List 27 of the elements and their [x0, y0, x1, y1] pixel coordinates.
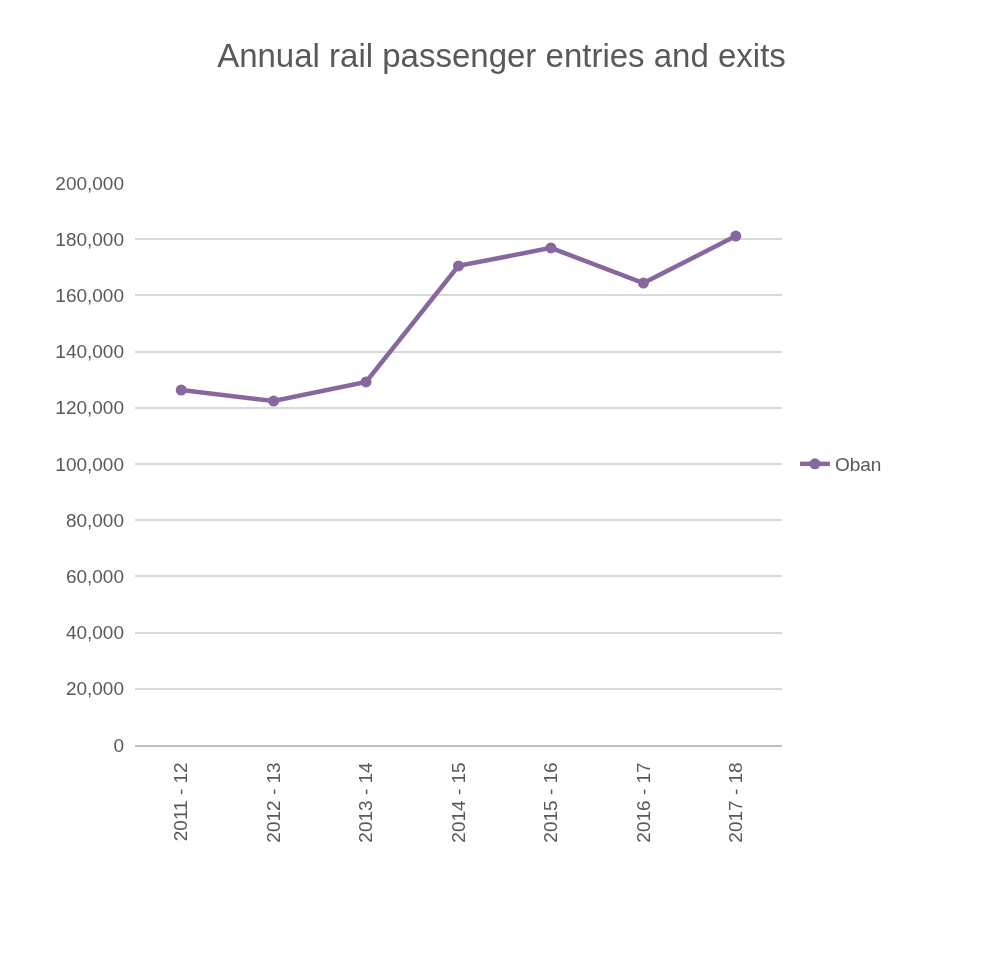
point: [453, 260, 464, 272]
y-tick-label: 20,000: [65, 678, 124, 700]
point: [268, 395, 280, 407]
x-tick-label: 2011 - 12: [170, 762, 192, 842]
point: [637, 277, 649, 289]
x-tick-label: 2014 - 15: [447, 762, 469, 843]
y-tick-label: 140,000: [55, 341, 124, 363]
x-tick-label: 2017 - 18: [724, 762, 746, 843]
y-tick-label: 0: [113, 734, 124, 756]
point: [360, 376, 372, 388]
legend-label: Oban: [834, 454, 882, 476]
y-tick-label: 80,000: [65, 509, 124, 531]
y-tick-label: 120,000: [55, 397, 124, 419]
x-tick-label: 2015 - 16: [540, 762, 562, 843]
x-tick-label: 2013 - 14: [355, 761, 377, 843]
x-tick-label: 2016 - 17: [632, 762, 654, 843]
y-tick-label: 60,000: [65, 566, 124, 588]
y-tick-label: 200,000: [55, 172, 124, 194]
chart-title: Annual rail passenger entries and exits: [217, 36, 786, 74]
y-tick-label: 100,000: [55, 453, 124, 475]
x-tick-label: 2012 - 13: [262, 762, 284, 843]
point: [730, 230, 742, 242]
point: [175, 384, 187, 396]
y-tick-label: 180,000: [55, 228, 124, 250]
y-tick-label: 160,000: [55, 285, 124, 307]
y-tick-label: 40,000: [65, 622, 124, 644]
point: [545, 242, 557, 254]
